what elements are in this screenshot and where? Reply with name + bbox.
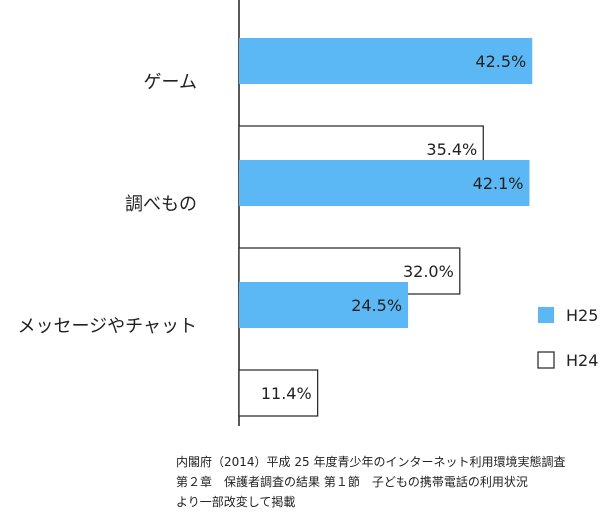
value-label: 32.0% <box>403 262 454 281</box>
legend-swatch-h24 <box>537 351 555 369</box>
legend-swatch-h25 <box>538 307 554 323</box>
category-label: 調べもの <box>125 194 197 215</box>
bar-h24 <box>238 369 319 417</box>
bar-h25 <box>239 282 409 328</box>
legend-label-h24: H24 <box>566 351 598 370</box>
source-line-3: より一部改変して掲載 <box>176 495 296 509</box>
value-label: 24.5% <box>351 296 402 315</box>
value-label: 42.1% <box>473 174 524 193</box>
category-label: メッセージやチャット <box>18 316 197 337</box>
bar-h25 <box>239 160 530 206</box>
legend: H25 H24 <box>537 306 598 370</box>
legend-label-h25: H25 <box>566 306 598 325</box>
source-line-2: 第２章 保護者調査の結果 第１節 子どもの携帯電話の利用状況 <box>176 475 528 489</box>
source-line-1: 内閣府（2014）平成 25 年度青少年のインターネット利用環境実態調査 <box>176 455 566 469</box>
value-label: 35.4% <box>426 140 477 159</box>
category-label: ゲーム <box>144 72 197 93</box>
source-note: 内閣府（2014）平成 25 年度青少年のインターネット利用環境実態調査 第２章… <box>176 452 565 512</box>
bars-group: 42.5% 35.4% 42.1% 32.0%24.5% 11.4% <box>238 38 533 417</box>
bar-h25 <box>239 38 533 84</box>
value-label: 11.4% <box>261 384 312 403</box>
value-label: 42.5% <box>475 52 526 71</box>
